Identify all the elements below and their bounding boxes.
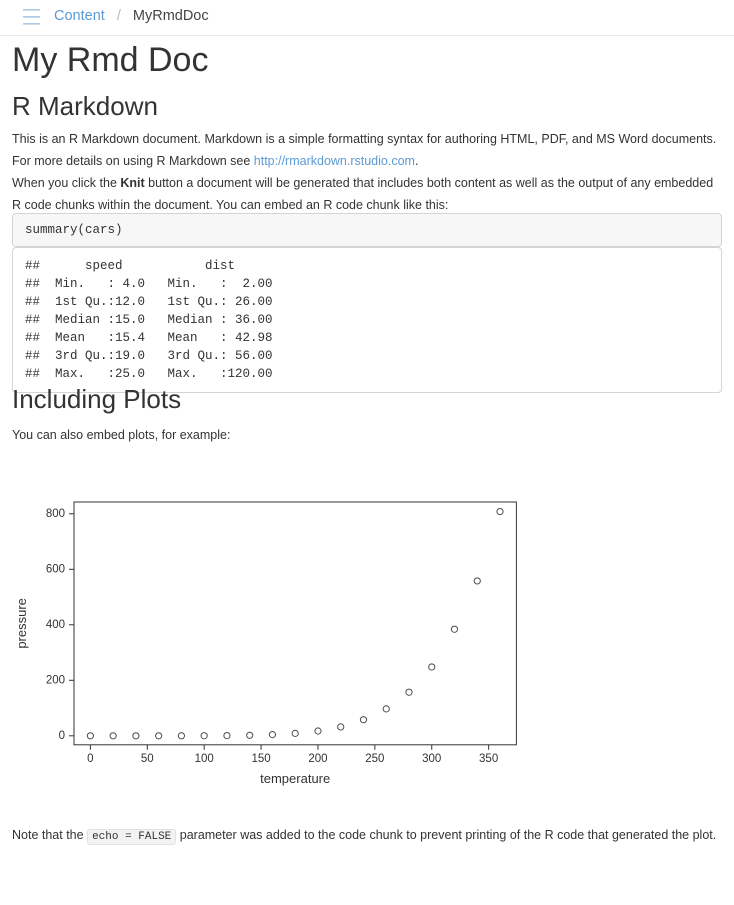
svg-text:200: 200 bbox=[308, 753, 327, 765]
svg-text:800: 800 bbox=[46, 508, 65, 520]
svg-text:50: 50 bbox=[141, 753, 154, 765]
svg-text:400: 400 bbox=[46, 619, 65, 631]
svg-text:200: 200 bbox=[46, 674, 65, 686]
svg-text:150: 150 bbox=[251, 753, 270, 765]
svg-text:100: 100 bbox=[195, 753, 214, 765]
svg-text:temperature: temperature bbox=[260, 771, 330, 786]
svg-text:0: 0 bbox=[87, 753, 93, 765]
svg-text:600: 600 bbox=[46, 563, 65, 575]
svg-text:250: 250 bbox=[365, 753, 384, 765]
svg-text:pressure: pressure bbox=[14, 598, 29, 649]
svg-text:300: 300 bbox=[422, 753, 441, 765]
svg-text:0: 0 bbox=[59, 730, 65, 742]
svg-text:350: 350 bbox=[479, 753, 498, 765]
